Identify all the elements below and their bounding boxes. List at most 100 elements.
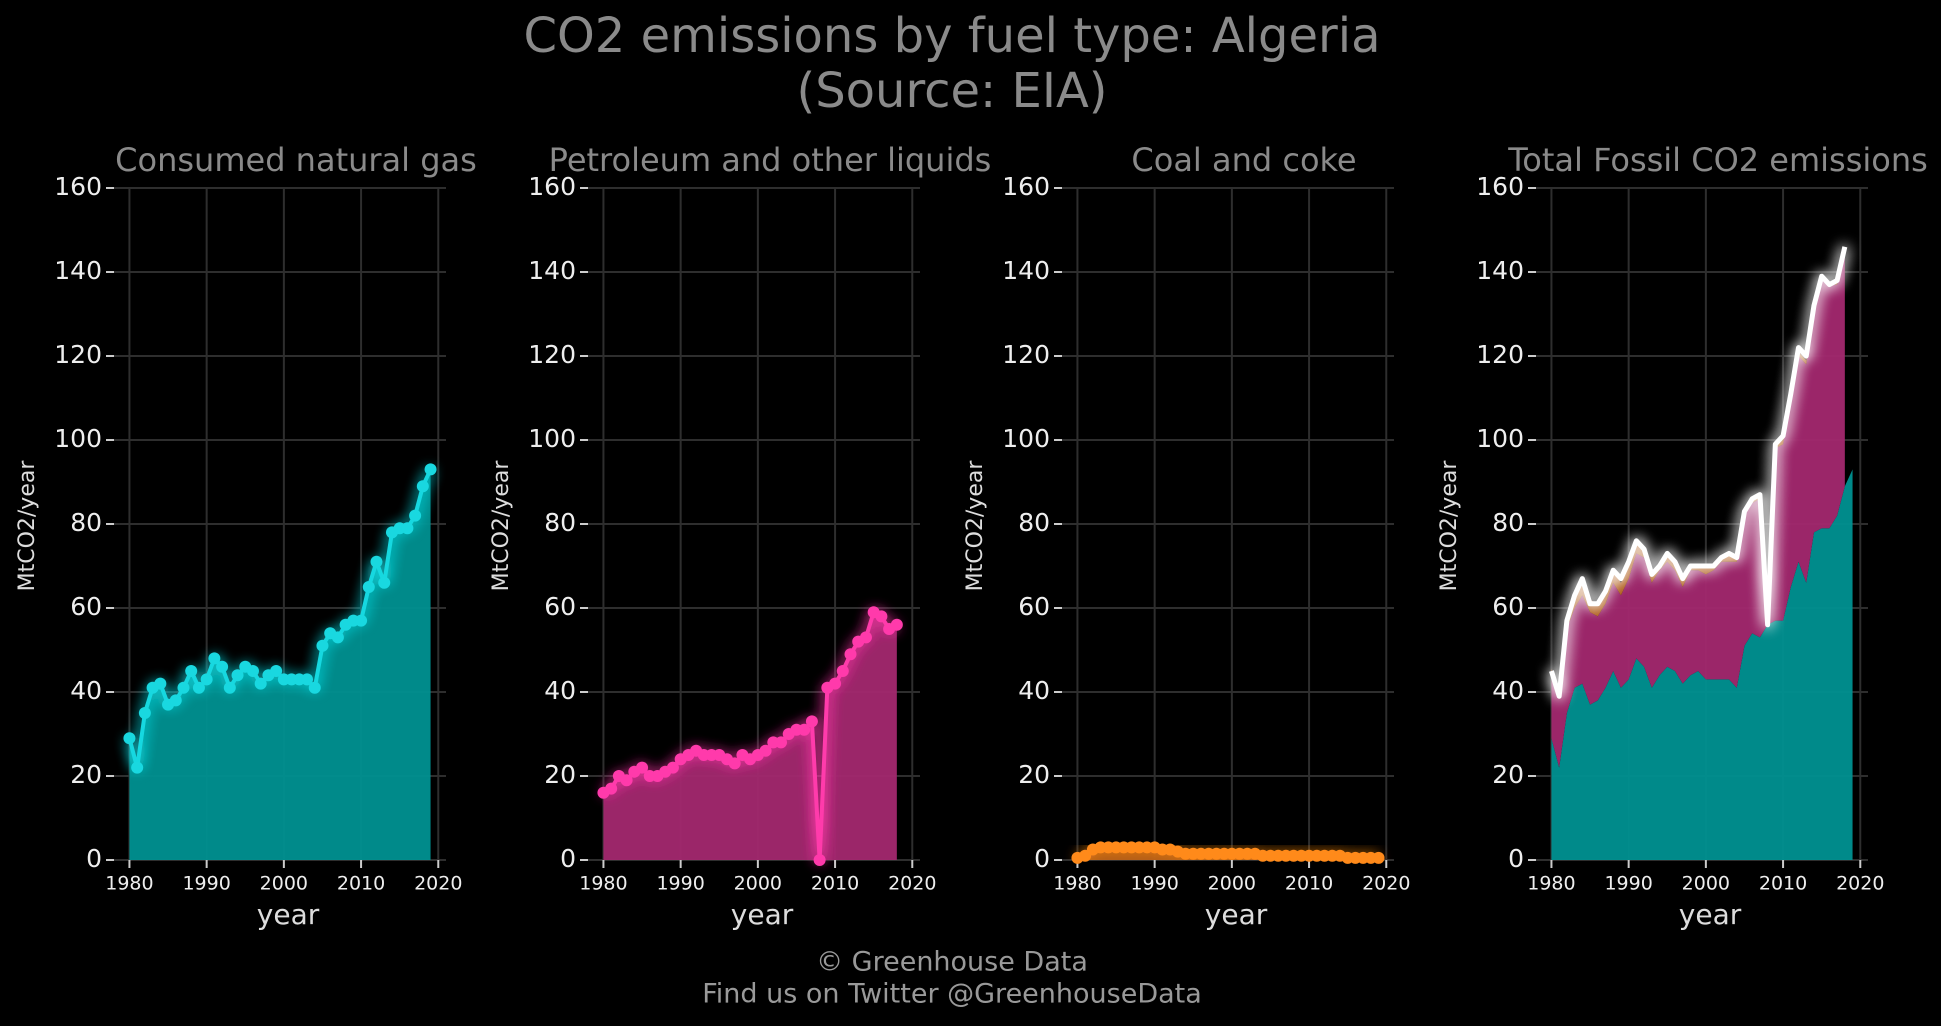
y-tick-label: 140 [1476,256,1524,285]
y-tick-label: 40 [1492,676,1524,705]
y-tick-label: 60 [70,592,102,621]
panel: Consumed natural gas year MtCO2/year 0 20 40 6… [15,141,477,931]
marker [890,618,903,631]
y-tick-label: 100 [1476,424,1524,453]
y-tick-label: 160 [54,172,102,201]
marker [798,723,811,736]
marker [131,761,144,774]
x-tick-label: 2010 [1285,873,1333,895]
y-tick-label: 160 [1476,172,1524,201]
y-tick-label: 100 [54,424,102,453]
marker [378,576,391,589]
marker [301,673,314,686]
marker [223,681,236,694]
area [129,469,431,860]
marker [270,665,283,677]
x-tick-label: 2000 [1682,873,1730,895]
y-tick-label: 20 [544,760,576,789]
y-tick-label: 0 [1508,844,1524,873]
y-tick-label: 40 [1018,676,1050,705]
x-tick-label: 2010 [811,873,859,895]
panel-title: Consumed natural gas [115,141,477,179]
marker [200,673,213,686]
marker [308,681,321,694]
x-tick-label: 2000 [260,873,308,895]
x-tick-label: 1980 [1527,873,1575,895]
y-tick-label: 80 [1018,508,1050,537]
marker [636,761,649,774]
marker [370,555,383,568]
marker [246,665,259,677]
y-tick-label: 60 [1492,592,1524,621]
marker [231,669,244,682]
y-tick-label: 140 [1002,256,1050,285]
marker [409,509,422,522]
marker [844,648,857,661]
y-tick-label: 80 [1492,508,1524,537]
x-tick-label: 1980 [1053,873,1101,895]
marker [424,463,437,476]
x-tick-label: 2020 [414,873,462,895]
y-tick-label: 40 [70,676,102,705]
x-tick-label: 2010 [1759,873,1807,895]
marker [836,665,849,677]
y-tick-label: 80 [544,508,576,537]
x-axis-label: year [1205,898,1268,931]
marker [192,681,205,694]
x-tick-label: 1990 [182,873,230,895]
marker [208,652,221,665]
marker [605,782,618,795]
x-tick-label: 2010 [337,873,385,895]
figure-title: CO2 emissions by fuel type: Algeria [523,8,1380,64]
marker [169,694,182,707]
x-tick-label: 1980 [105,873,153,895]
panel-title: Total Fossil CO2 emissions [1507,141,1928,179]
x-axis-label: year [257,898,320,931]
x-tick-label: 2000 [734,873,782,895]
y-tick-label: 100 [1002,424,1050,453]
y-tick-label: 120 [528,340,576,369]
marker [666,761,679,774]
marker [759,744,772,757]
y-tick-label: 160 [528,172,576,201]
marker [401,522,414,535]
panel: Petroleum and other liquids year MtCO2/yea… [489,141,991,931]
x-tick-label: 2020 [1836,873,1884,895]
footer-credit: © Greenhouse Data [816,947,1088,978]
panel-title: Coal and coke [1131,141,1356,179]
y-tick-label: 100 [528,424,576,453]
y-tick-label: 80 [70,508,102,537]
marker [254,677,267,690]
marker [813,854,826,866]
marker [728,757,741,770]
marker [316,639,329,652]
marker [216,660,229,673]
y-tick-label: 160 [1002,172,1050,201]
panel: Coal and coke year MtCO2/year 0 20 40 60 80 100 1… [963,141,1410,931]
y-tick-label: 120 [54,340,102,369]
marker [620,774,633,787]
marker [355,614,368,627]
x-tick-label: 1980 [579,873,627,895]
y-axis-label: MtCO2/year [1437,460,1462,592]
marker [154,677,167,690]
marker [123,732,136,745]
x-tick-label: 2020 [888,873,936,895]
panel-title: Petroleum and other liquids [549,141,992,179]
y-axis-label: MtCO2/year [963,460,988,592]
y-tick-label: 0 [560,844,576,873]
y-tick-label: 0 [86,844,102,873]
y-tick-label: 20 [70,760,102,789]
marker [416,480,429,493]
y-axis-label: MtCO2/year [489,460,514,592]
y-tick-label: 20 [1018,760,1050,789]
x-tick-label: 1990 [1130,873,1178,895]
panel: Total Fossil CO2 emissions year MtCO2/year… [1437,141,1928,931]
marker [362,581,375,593]
y-tick-label: 20 [1492,760,1524,789]
y-axis-label: MtCO2/year [15,460,40,592]
marker [859,631,872,644]
x-tick-label: 1990 [656,873,704,895]
x-tick-label: 1990 [1604,873,1652,895]
